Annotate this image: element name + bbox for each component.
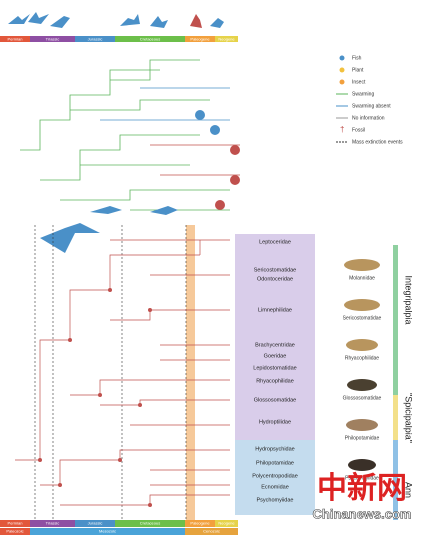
nodes (38, 288, 152, 507)
family-label: Odontoceridae (257, 276, 293, 282)
legend-label: Fossil (352, 127, 365, 133)
clade-bar (393, 395, 398, 440)
family-label: Hydropsychidae (255, 446, 294, 452)
lower-tree (15, 239, 230, 506)
era-bar (185, 528, 238, 535)
era-label: Paleozoic (6, 529, 23, 534)
watermark-site: Chinanews.com (313, 506, 412, 521)
silhouettes (8, 12, 224, 28)
family-label: Hydroptilidae (259, 419, 291, 425)
watermark-logo: 中新网 (317, 472, 407, 505)
clade-label: "Spicipalpia" (404, 393, 414, 443)
upper-silhouettes (40, 110, 240, 253)
period-label: Cretaceous (140, 37, 160, 42)
family-label: Limnephilidae (258, 307, 292, 313)
clade-label: Ann (404, 482, 414, 498)
legend-label: Mass extinction events (352, 139, 403, 145)
annulipalpia-block (235, 440, 315, 515)
specimen-caption: Sericostomatidae (343, 315, 382, 321)
period-bar (185, 36, 215, 42)
family-label: Brachycentridae (255, 342, 295, 348)
legend-icon: † (340, 125, 344, 134)
clade-bar (393, 440, 398, 520)
period-label: Triassic (46, 521, 60, 526)
period-bar (0, 520, 30, 527)
period-label: Triassic (46, 37, 60, 42)
legend-label: Swarming absent (352, 103, 391, 109)
period-bar (75, 520, 115, 527)
family-label: Psychomyiidae (257, 497, 294, 503)
period-bar (0, 36, 30, 42)
legend-label: Swarming (352, 91, 374, 97)
family-label: Lepidostomatidae (253, 365, 296, 371)
legend-icon (339, 79, 345, 85)
period-bar (215, 520, 238, 527)
specimen-caption: Philopotamidae (345, 435, 380, 441)
specimen-caption: Molannidae (349, 275, 375, 281)
family-label: Goeridae (264, 353, 287, 359)
legend-label: Plant (352, 67, 364, 73)
legend-icon (339, 55, 345, 61)
period-label: Neogene (218, 37, 235, 42)
period-label: Paleogene (190, 521, 210, 526)
period-bar (115, 36, 185, 42)
family-label: Leptoceridae (259, 239, 291, 245)
era-label: Mesozoic (99, 529, 116, 534)
specimen-caption: Rhyacophilidae (345, 355, 379, 361)
integripalpia-block (235, 234, 315, 440)
extinction-band (186, 225, 195, 520)
period-label: Jurassic (88, 37, 103, 42)
period-bar (185, 520, 215, 527)
era-bar (0, 528, 30, 535)
family-label: Rhyacophilidae (256, 378, 294, 384)
clade-label: Integripalpia (404, 275, 414, 324)
period-bar (30, 520, 75, 527)
legend-icon (339, 67, 345, 73)
family-label: Glossosomatidae (254, 397, 297, 403)
legend-label: Fish (352, 55, 362, 61)
clade-bar (393, 245, 398, 395)
upper-tree (20, 59, 240, 211)
period-label: Paleogene (190, 37, 210, 42)
period-label: Jurassic (88, 521, 103, 526)
family-label: Sericostomatidae (254, 267, 297, 273)
specimen-photos (344, 259, 380, 471)
period-bar (75, 36, 115, 42)
extinction-lines (34, 225, 187, 520)
period-label: Permian (8, 37, 23, 42)
period-bar (30, 36, 75, 42)
period-bar (215, 36, 238, 42)
period-label: Permian (8, 521, 23, 526)
period-bar (115, 520, 185, 527)
legend-label: No information (352, 115, 385, 121)
specimen-caption: Psychomyiidae (345, 475, 379, 481)
era-bar (30, 528, 185, 535)
family-label: Philopotamidae (256, 460, 294, 466)
family-label: Ecnomidae (261, 484, 289, 490)
period-label: Neogene (218, 521, 235, 526)
legend-label: Insect (352, 79, 366, 85)
era-label: Cenozoic (203, 529, 220, 534)
specimen-caption: Glossosomatidae (343, 395, 382, 401)
period-label: Cretaceous (140, 521, 160, 526)
family-label: Polycentropodidae (252, 473, 298, 479)
